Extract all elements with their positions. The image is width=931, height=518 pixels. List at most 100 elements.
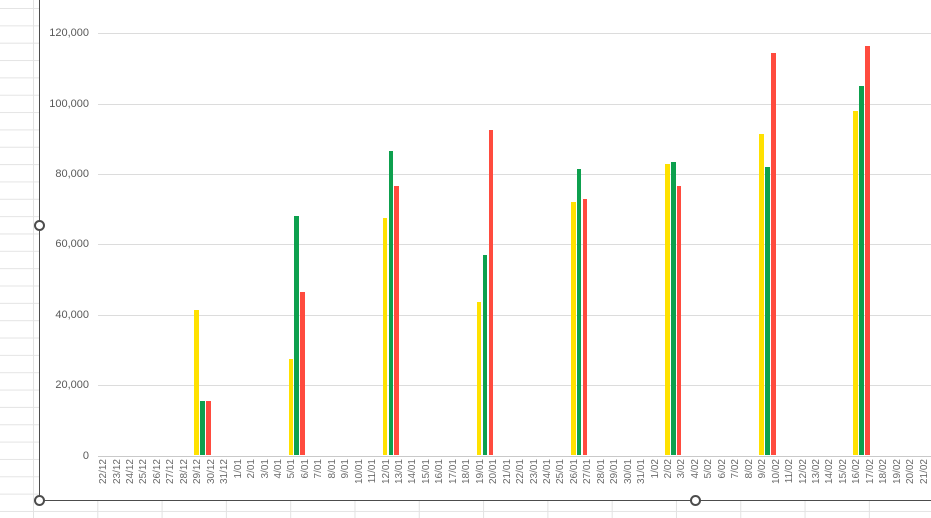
x-axis-tick-label: 23/12 xyxy=(111,459,123,485)
y-axis-tick-label: 120,000 xyxy=(49,27,89,40)
x-axis-tick-label: 28/12 xyxy=(178,459,190,485)
x-axis-tick-label: 17/02 xyxy=(864,459,876,485)
y-axis-tick-label: 20,000 xyxy=(55,379,89,392)
bar-series-red[interactable] xyxy=(488,130,494,456)
selection-handle-bottom-left[interactable] xyxy=(34,495,45,506)
x-axis-tick-label: 22/01 xyxy=(515,459,527,485)
bar-series-red[interactable] xyxy=(865,45,870,456)
bar-series-yellow[interactable] xyxy=(288,358,294,456)
bar-series-yellow[interactable] xyxy=(194,309,199,456)
bar-series-green[interactable] xyxy=(671,161,676,456)
x-axis-tick-label: 29/12 xyxy=(192,459,204,485)
bar-series-yellow[interactable] xyxy=(853,110,858,456)
x-axis-tick-label: 3/02 xyxy=(676,459,688,479)
bar-series-green[interactable] xyxy=(482,255,488,456)
selection-handle-left-middle[interactable] xyxy=(34,220,45,231)
bar-series-green[interactable] xyxy=(200,400,205,456)
x-axis-tick-label: 9/02 xyxy=(757,459,769,479)
x-axis-tick-label: 15/02 xyxy=(837,459,849,485)
bar-series-yellow[interactable] xyxy=(759,133,764,456)
y-axis-tick-label: 40,000 xyxy=(55,308,89,321)
bar-series-red[interactable] xyxy=(206,400,211,456)
bar-series-red[interactable] xyxy=(300,291,305,456)
x-axis-tick-label: 14/01 xyxy=(407,459,419,485)
x-axis-tick-label: 18/02 xyxy=(878,459,890,485)
x-axis-tick-label: 13/02 xyxy=(810,459,822,485)
x-axis-tick-label: 16/01 xyxy=(434,459,446,485)
bar-series-yellow[interactable] xyxy=(476,302,482,456)
y-axis-tick-label: 100,000 xyxy=(49,97,89,110)
x-axis-tick-label: 8/01 xyxy=(326,459,338,479)
y-gridline xyxy=(98,33,931,35)
x-axis-tick-label: 5/01 xyxy=(286,459,298,479)
x-axis-tick-label: 4/01 xyxy=(272,459,284,479)
bar-series-yellow[interactable] xyxy=(382,218,388,456)
y-gridline xyxy=(98,174,931,176)
bar-series-red[interactable] xyxy=(394,186,400,456)
x-axis-tick-label: 1/02 xyxy=(649,459,661,479)
x-axis-tick-label: 18/01 xyxy=(461,459,473,485)
x-axis-tick-label: 7/01 xyxy=(313,459,325,479)
x-axis-tick-label: 4/02 xyxy=(689,459,701,479)
x-axis-tick-label: 11/02 xyxy=(784,459,796,484)
x-axis-tick-label: 28/01 xyxy=(595,459,607,485)
x-axis-tick-label: 10/01 xyxy=(353,459,365,485)
x-axis-tick-label: 25/01 xyxy=(555,459,567,485)
x-axis-tick-label: 22/12 xyxy=(98,459,110,485)
x-axis-tick-label: 29/01 xyxy=(609,459,621,485)
x-axis-tick-label: 6/02 xyxy=(716,459,728,479)
bar-series-green[interactable] xyxy=(765,167,770,456)
x-axis-tick-label: 19/02 xyxy=(891,459,903,485)
x-axis-tick-label: 25/12 xyxy=(138,459,150,485)
x-axis-tick-label: 2/01 xyxy=(246,459,258,479)
x-axis-tick-label: 26/01 xyxy=(568,459,580,485)
x-axis-tick-label: 23/01 xyxy=(528,459,540,485)
x-axis-tick-label: 21/02 xyxy=(918,459,930,485)
x-axis-tick-label: 8/02 xyxy=(743,459,755,479)
x-axis-tick-label: 12/02 xyxy=(797,459,809,485)
x-axis-tick-label: 9/01 xyxy=(340,459,352,479)
y-gridline xyxy=(98,244,931,246)
x-axis-tick-label: 13/01 xyxy=(394,459,405,485)
y-gridline xyxy=(98,103,931,105)
plot-area: 0 20,000 40,000 60,000 80,000 100,000 120,000 2… xyxy=(40,0,931,500)
x-axis-tick-label: 10/02 xyxy=(770,459,782,485)
x-axis-tick-label: 2/02 xyxy=(663,459,674,479)
y-axis-tick-label: 80,000 xyxy=(55,168,89,181)
bar-series-green[interactable] xyxy=(388,151,394,456)
x-axis-tick-label: 5/02 xyxy=(703,459,715,479)
x-axis-tick-label: 30/01 xyxy=(622,459,634,485)
x-axis-tick-label: 19/01 xyxy=(474,459,486,485)
bar-series-green[interactable] xyxy=(859,86,864,456)
x-axis-tick-label: 3/01 xyxy=(259,459,271,479)
selection-handle-bottom-center[interactable] xyxy=(690,495,701,506)
x-axis-tick-label: 26/12 xyxy=(151,459,163,485)
y-gridline xyxy=(98,385,931,387)
x-axis-tick-label: 20/01 xyxy=(488,459,500,485)
bar-series-red[interactable] xyxy=(771,52,776,456)
bar-series-green[interactable] xyxy=(576,168,582,456)
x-axis-tick-label: 14/02 xyxy=(824,459,836,485)
bar-series-red[interactable] xyxy=(582,198,588,456)
bar-series-red[interactable] xyxy=(676,186,682,456)
x-axis-tick-label: 6/01 xyxy=(299,459,311,479)
x-axis-tick-label: 24/12 xyxy=(125,459,136,485)
x-axis-tick-label: 31/12 xyxy=(219,459,231,485)
x-axis-tick-label: 1/01 xyxy=(232,459,244,479)
bar-series-yellow[interactable] xyxy=(665,163,670,456)
x-axis-tick-label: 16/02 xyxy=(851,459,863,485)
x-axis-tick-label: 27/01 xyxy=(582,459,594,485)
x-axis-tick-label: 17/01 xyxy=(447,459,459,485)
bar-series-green[interactable] xyxy=(294,216,299,456)
x-axis-tick-label: 27/12 xyxy=(165,459,177,485)
chart-object[interactable]: 0 20,000 40,000 60,000 80,000 100,000 120,000 2… xyxy=(34,0,931,506)
x-axis-tick-label: 24/01 xyxy=(541,459,553,485)
x-axis-tick-label: 30/12 xyxy=(205,459,217,485)
x-axis-tick-label: 15/01 xyxy=(420,459,432,485)
x-axis-tick-label: 11/01 xyxy=(367,459,379,484)
x-axis-tick-label: 31/01 xyxy=(636,459,648,485)
bar-series-yellow[interactable] xyxy=(570,202,576,456)
x-axis-tick-label: 7/02 xyxy=(730,459,742,479)
y-axis-tick-label: 0 xyxy=(82,449,89,462)
x-axis-tick-label: 20/02 xyxy=(905,459,917,485)
